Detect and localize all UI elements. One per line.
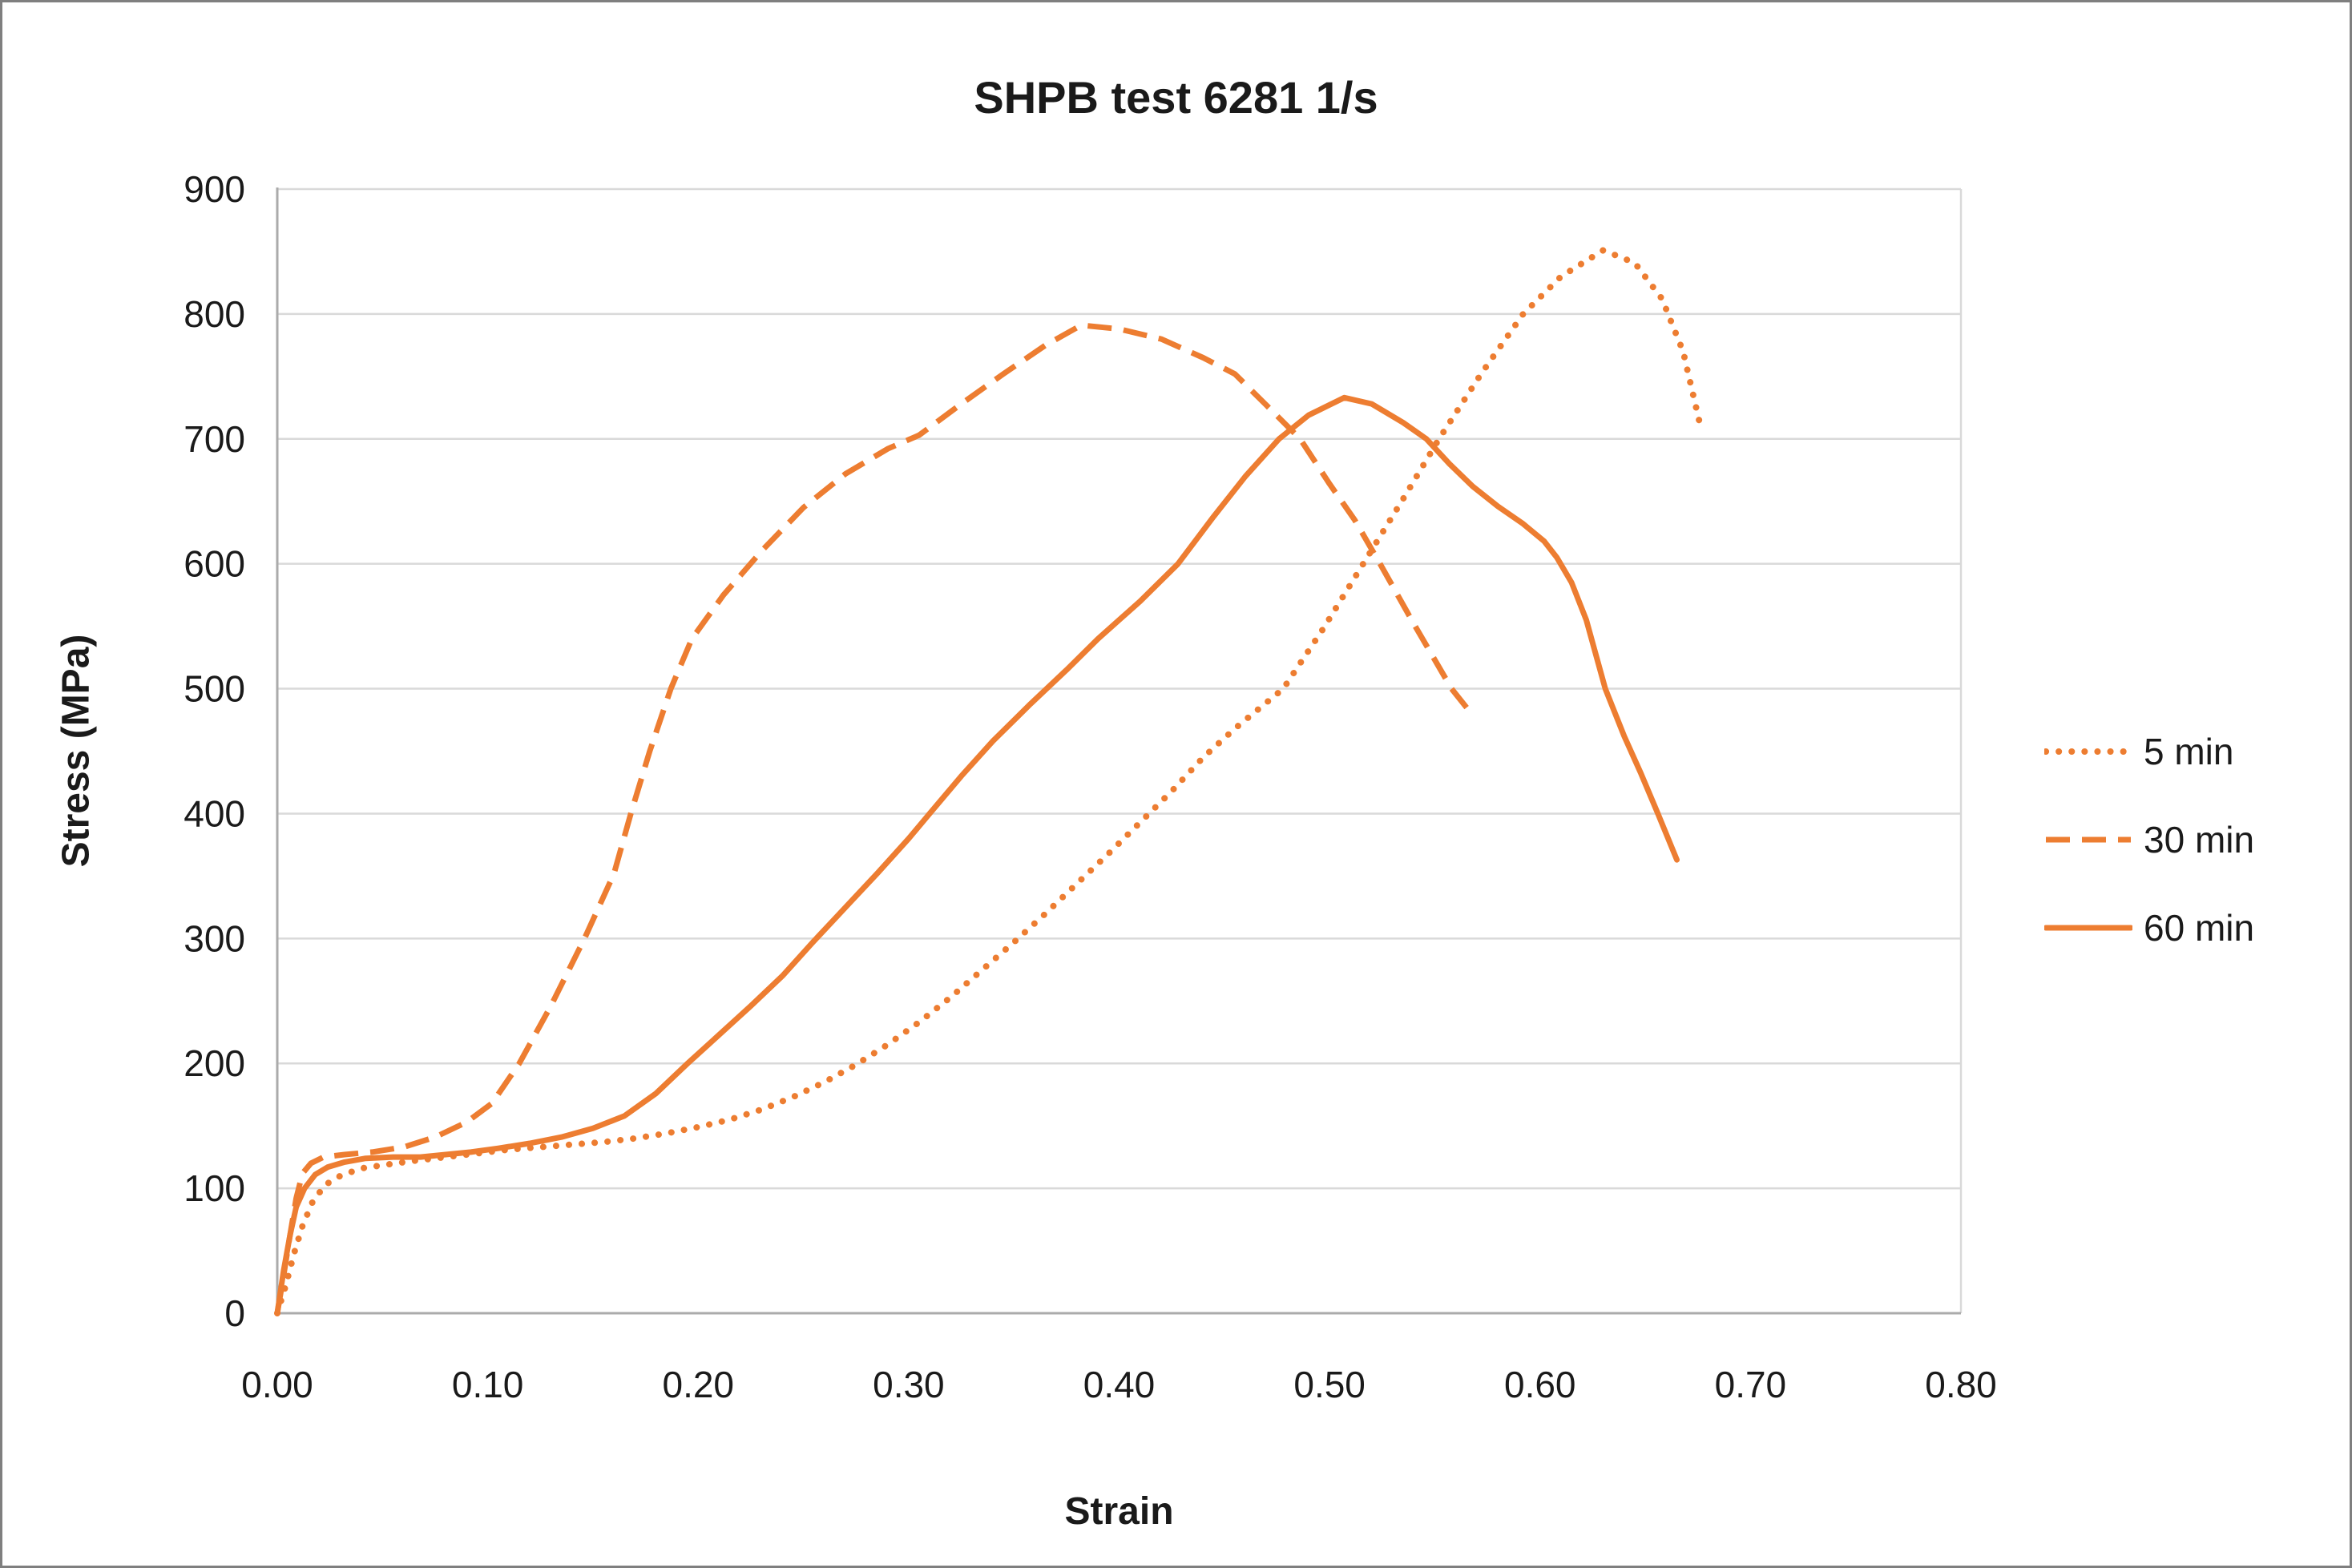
y-tick-label-900: 900 [184, 168, 245, 210]
legend-item-60-min[interactable]: 60 min [2044, 896, 2254, 960]
y-tick-label-400: 400 [184, 792, 245, 834]
y-tick-label-600: 600 [184, 543, 245, 585]
legend-swatch-dashed-line [2046, 836, 2131, 843]
x-tick-label-0.20: 0.20 [662, 1364, 734, 1405]
legend-item-5-min[interactable]: 5 min [2044, 720, 2233, 784]
x-axis-title: Strain [1064, 1490, 1174, 1533]
y-tick-label-800: 800 [184, 293, 245, 335]
y-axis-title: Stress (MPa) [54, 634, 98, 868]
y-tick-label-500: 500 [184, 668, 245, 710]
series-line-5-min[interactable] [274, 247, 1704, 1316]
x-tick-label-0.50: 0.50 [1293, 1364, 1366, 1405]
x-tick-label-0.40: 0.40 [1083, 1364, 1156, 1405]
x-tick-label-0.60: 0.60 [1504, 1364, 1576, 1405]
y-tick-label-200: 200 [184, 1042, 245, 1084]
legend-label: 60 min [2144, 907, 2255, 949]
x-tick-label-0.00: 0.00 [241, 1364, 313, 1405]
chart-title: SHPB test 6281 1/s [974, 72, 1378, 123]
y-tick-label-100: 100 [184, 1167, 245, 1209]
legend-label: 30 min [2144, 819, 2255, 861]
legend-swatch-solid-line [2044, 925, 2132, 931]
legend-label: 5 min [2144, 731, 2234, 772]
y-tick-label-300: 300 [184, 917, 245, 959]
x-tick-label-0.70: 0.70 [1715, 1364, 1787, 1405]
x-tick-label-0.80: 0.80 [1925, 1364, 1997, 1405]
y-tick-label-0: 0 [224, 1292, 245, 1334]
y-tick-label-700: 700 [184, 418, 245, 460]
x-tick-label-0.30: 0.30 [873, 1364, 945, 1405]
legend-swatch-dotted-line [2044, 748, 2132, 755]
series-line-60-min[interactable] [274, 394, 1680, 1316]
legend-item-30-min[interactable]: 30 min [2044, 808, 2254, 872]
x-tick-label-0.10: 0.10 [452, 1364, 524, 1405]
series-line-30-min[interactable] [274, 322, 1471, 1314]
